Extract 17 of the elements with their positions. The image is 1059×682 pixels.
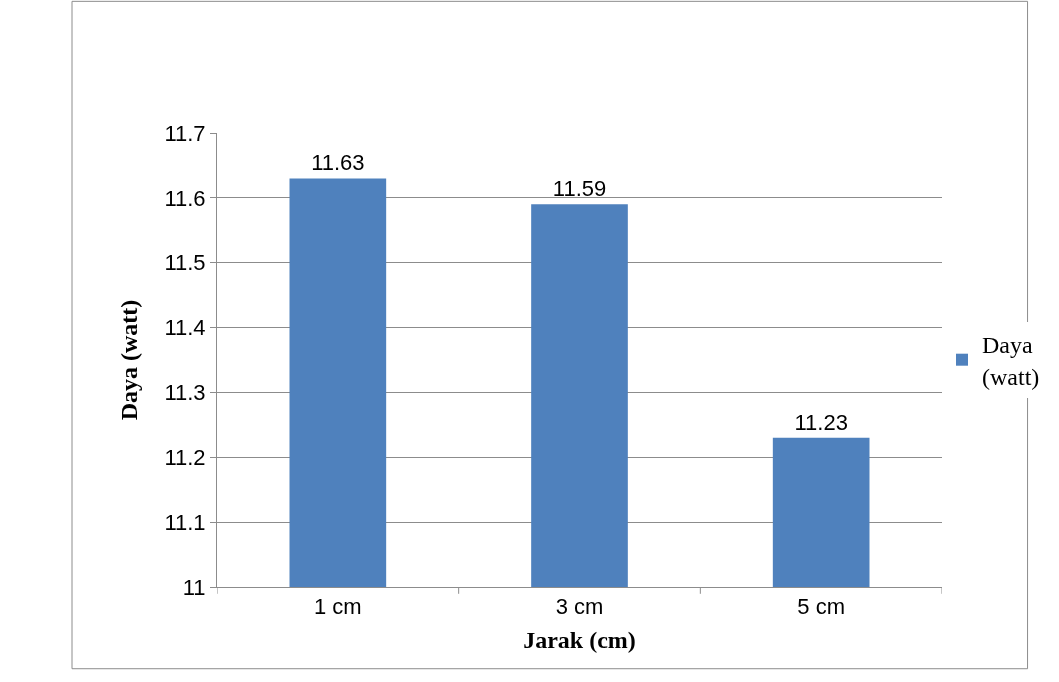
- y-axis-title: Daya (watt): [115, 299, 142, 421]
- y-tick-label: 11.4: [164, 315, 206, 341]
- x-axis-title: Jarak (cm): [523, 626, 636, 653]
- y-tick-label: 11.6: [164, 185, 206, 211]
- data-label: 11.63: [311, 150, 365, 176]
- data-label: 11.59: [552, 176, 607, 202]
- y-tick-label: 11.1: [164, 509, 206, 535]
- y-tick-label: 11.2: [164, 444, 206, 470]
- x-tick-label: 5 cm: [797, 594, 846, 620]
- y-tick-label: 11.7: [164, 120, 206, 146]
- y-tick-label: 11: [182, 574, 206, 600]
- data-label: 11.23: [794, 409, 848, 435]
- legend-label: Daya (watt): [982, 332, 1040, 390]
- y-tick-label: 11.3: [164, 380, 206, 406]
- x-tick-label: 3 cm: [555, 594, 604, 620]
- y-tick-label: 11.5: [164, 250, 206, 276]
- x-tick-label: 1 cm: [313, 594, 362, 620]
